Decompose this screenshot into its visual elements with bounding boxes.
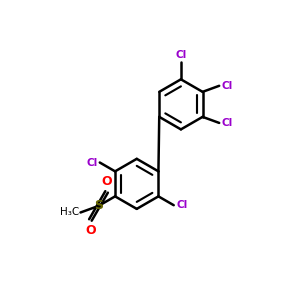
Text: Cl: Cl	[176, 200, 187, 210]
Text: H₃C: H₃C	[60, 208, 79, 218]
Text: Cl: Cl	[86, 158, 98, 167]
Text: Cl: Cl	[175, 50, 187, 60]
Text: O: O	[85, 224, 96, 236]
Text: S: S	[94, 200, 103, 212]
Text: Cl: Cl	[221, 81, 233, 91]
Text: Cl: Cl	[221, 118, 233, 128]
Text: O: O	[101, 176, 112, 188]
